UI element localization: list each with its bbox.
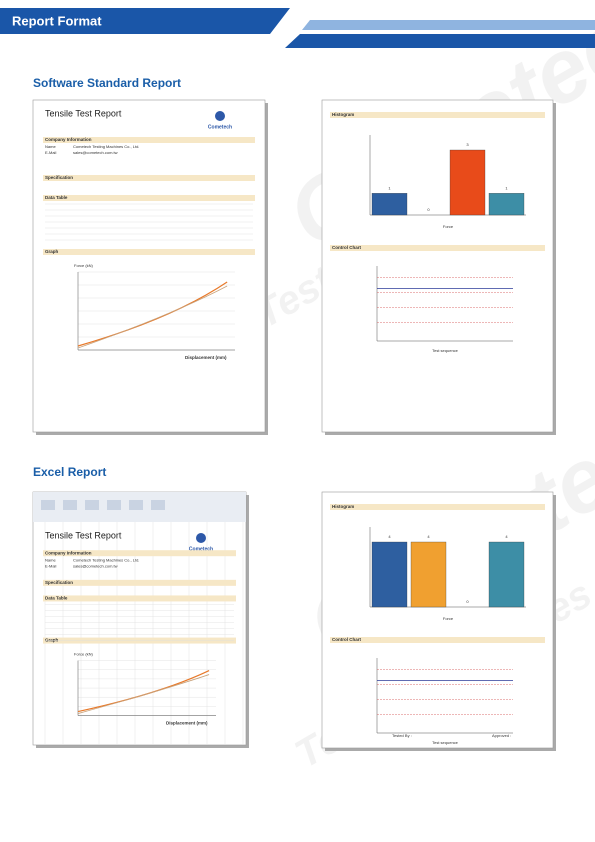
- bar: [488, 193, 525, 216]
- bar-label: 0: [427, 207, 430, 212]
- axis-title: Test sequence: [432, 740, 459, 745]
- axis-title: Displacement (mm): [185, 355, 227, 360]
- section-band: [330, 637, 545, 643]
- curve: [77, 285, 228, 349]
- section-heading: Histogram: [332, 112, 354, 117]
- bar-label: 4: [388, 534, 391, 539]
- bar-label: 0: [466, 599, 469, 604]
- field-value: sales@cometech.com.tw: [73, 150, 118, 155]
- bar: [488, 541, 525, 608]
- section-heading: Data Table: [45, 195, 68, 200]
- logo: [196, 533, 206, 543]
- axis-title: Force: [443, 224, 454, 229]
- field-value: sales@cometech.com.tw: [73, 563, 118, 568]
- section-heading: Control Chart: [332, 637, 361, 642]
- field-value: Cometech Testing Machines Co., Ltd.: [73, 144, 139, 149]
- field-label: E-Mail: [45, 563, 56, 568]
- header-stripe: [285, 34, 595, 48]
- bar: [371, 193, 408, 216]
- section-band: [43, 195, 255, 201]
- curve: [77, 674, 210, 714]
- logo: [215, 111, 225, 121]
- bar-label: 4: [505, 534, 508, 539]
- section-heading: Company Information: [45, 550, 92, 555]
- axis-title: Force (kN): [74, 652, 94, 657]
- header-title: Report Format: [12, 13, 102, 28]
- section-heading: Specification: [45, 175, 73, 180]
- report-title: Tensile Test Report: [45, 530, 122, 540]
- section-band: [330, 245, 545, 251]
- section-title: Software Standard Report: [33, 76, 181, 90]
- toolbar-icon: [107, 500, 121, 510]
- field-value: Cometech Testing Machines Co., Ltd.: [73, 557, 139, 562]
- toolbar-icon: [129, 500, 143, 510]
- section-band: [330, 112, 545, 118]
- section-title: Excel Report: [33, 465, 106, 479]
- bar-label: 3: [466, 142, 469, 147]
- section-band: [43, 550, 236, 557]
- toolbar-icon: [151, 500, 165, 510]
- field-label: Name: [45, 144, 56, 149]
- header-stripe: [302, 20, 595, 30]
- section-band: [43, 579, 236, 586]
- bar-label: 4: [427, 534, 430, 539]
- section-heading: Company Information: [45, 137, 92, 142]
- documents: Tensile Test Report Cometech Company Infor…: [32, 99, 556, 751]
- toolbar-icon: [63, 500, 77, 510]
- field-label: Name: [45, 557, 56, 562]
- bar: [449, 149, 486, 216]
- axis: [376, 658, 513, 734]
- axis-title: Test sequence: [432, 348, 459, 353]
- document: [32, 99, 266, 433]
- toolbar-icon: [41, 500, 55, 510]
- section-band: [43, 595, 236, 602]
- header-bar: [0, 8, 290, 34]
- bar-label: 1: [388, 185, 391, 190]
- section-heading: Specification: [45, 580, 73, 585]
- report-title: Tensile Test Report: [45, 108, 122, 118]
- section-band: [330, 504, 545, 510]
- logo-text: Cometech: [208, 124, 232, 130]
- axis-title: Displacement (mm): [166, 721, 208, 726]
- section-band: [43, 175, 255, 181]
- section-heading: Data Table: [45, 596, 68, 601]
- axis-title: Force (kN): [74, 263, 94, 268]
- field-label: E-Mail: [45, 150, 56, 155]
- axis: [376, 266, 513, 342]
- logo-text: Cometech: [189, 546, 213, 552]
- bar: [410, 541, 447, 608]
- toolbar-icon: [85, 500, 99, 510]
- section-heading: Control Chart: [332, 245, 361, 250]
- axis: [77, 660, 216, 716]
- axis: [369, 527, 526, 608]
- document: [321, 99, 554, 433]
- section-band: [43, 137, 255, 143]
- section-band: [43, 249, 255, 255]
- axis: [77, 272, 235, 351]
- document: [32, 491, 247, 746]
- section-heading: Histogram: [332, 504, 354, 509]
- document: [321, 491, 554, 749]
- section-heading: Graph: [45, 249, 59, 254]
- footer-text: Tested By :: [392, 733, 412, 738]
- bar: [371, 541, 408, 608]
- bar-label: 1: [505, 185, 508, 190]
- axis-title: Force: [443, 616, 454, 621]
- footer-text: Approved :: [492, 733, 511, 738]
